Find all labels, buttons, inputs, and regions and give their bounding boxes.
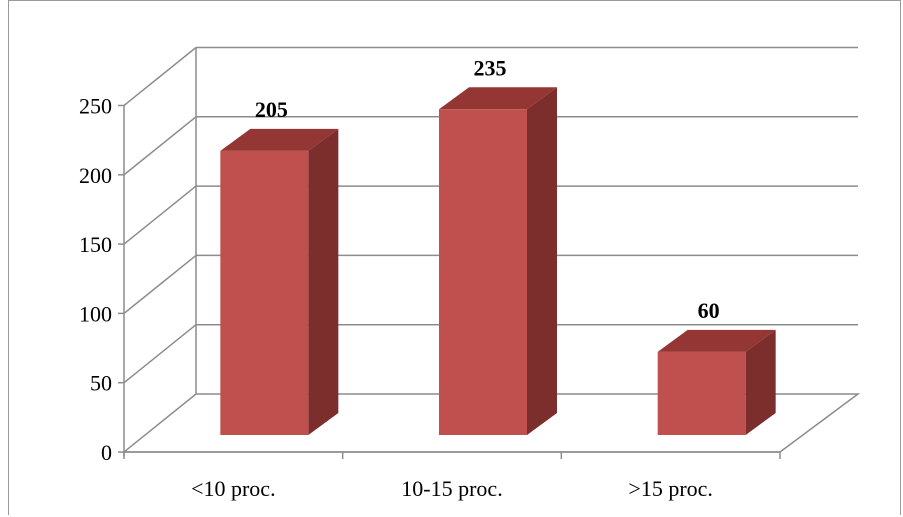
bar-2 <box>657 329 776 435</box>
bar-front <box>220 150 309 435</box>
data-label-1: 235 <box>474 55 507 80</box>
x-tick-labels: <10 proc. 10-15 proc. >15 proc. <box>191 476 713 501</box>
y-tick-label: 0 <box>101 440 112 465</box>
gridline-side-250 <box>123 46 197 107</box>
gridline-side-50 <box>123 324 197 384</box>
bar-side <box>745 329 776 435</box>
y-tick-label: 100 <box>79 301 112 326</box>
gridline-side-150 <box>123 185 197 245</box>
bar-front <box>439 109 527 435</box>
bar-top <box>439 87 557 110</box>
y-tick-label: 200 <box>79 163 112 188</box>
data-label-0: 205 <box>255 97 288 122</box>
chart-frame <box>8 0 901 515</box>
data-label-2: 60 <box>698 298 720 323</box>
bar-side <box>527 87 557 435</box>
data-labels: 205 235 60 <box>255 55 720 323</box>
bars-layer <box>220 87 776 435</box>
y-tick-label: 250 <box>79 94 112 119</box>
bar-1 <box>439 87 557 435</box>
bar-top <box>220 128 339 151</box>
y-tick-label: 50 <box>90 371 112 396</box>
x-tick-label-2: >15 proc. <box>628 476 713 501</box>
gridline-side-200 <box>123 116 197 176</box>
bar-0 <box>220 128 339 435</box>
gridline-side-100 <box>123 254 197 314</box>
bar-front <box>657 351 746 435</box>
bar-top <box>657 329 776 352</box>
bar-side <box>308 128 339 435</box>
y-tick-label: 150 <box>79 232 112 257</box>
x-tick-label-1: 10-15 proc. <box>401 476 502 501</box>
axis-layer <box>118 104 781 459</box>
y-tick-labels: 0 50 100 150 200 250 <box>79 94 112 466</box>
x-tick-label-0: <10 proc. <box>191 476 276 501</box>
